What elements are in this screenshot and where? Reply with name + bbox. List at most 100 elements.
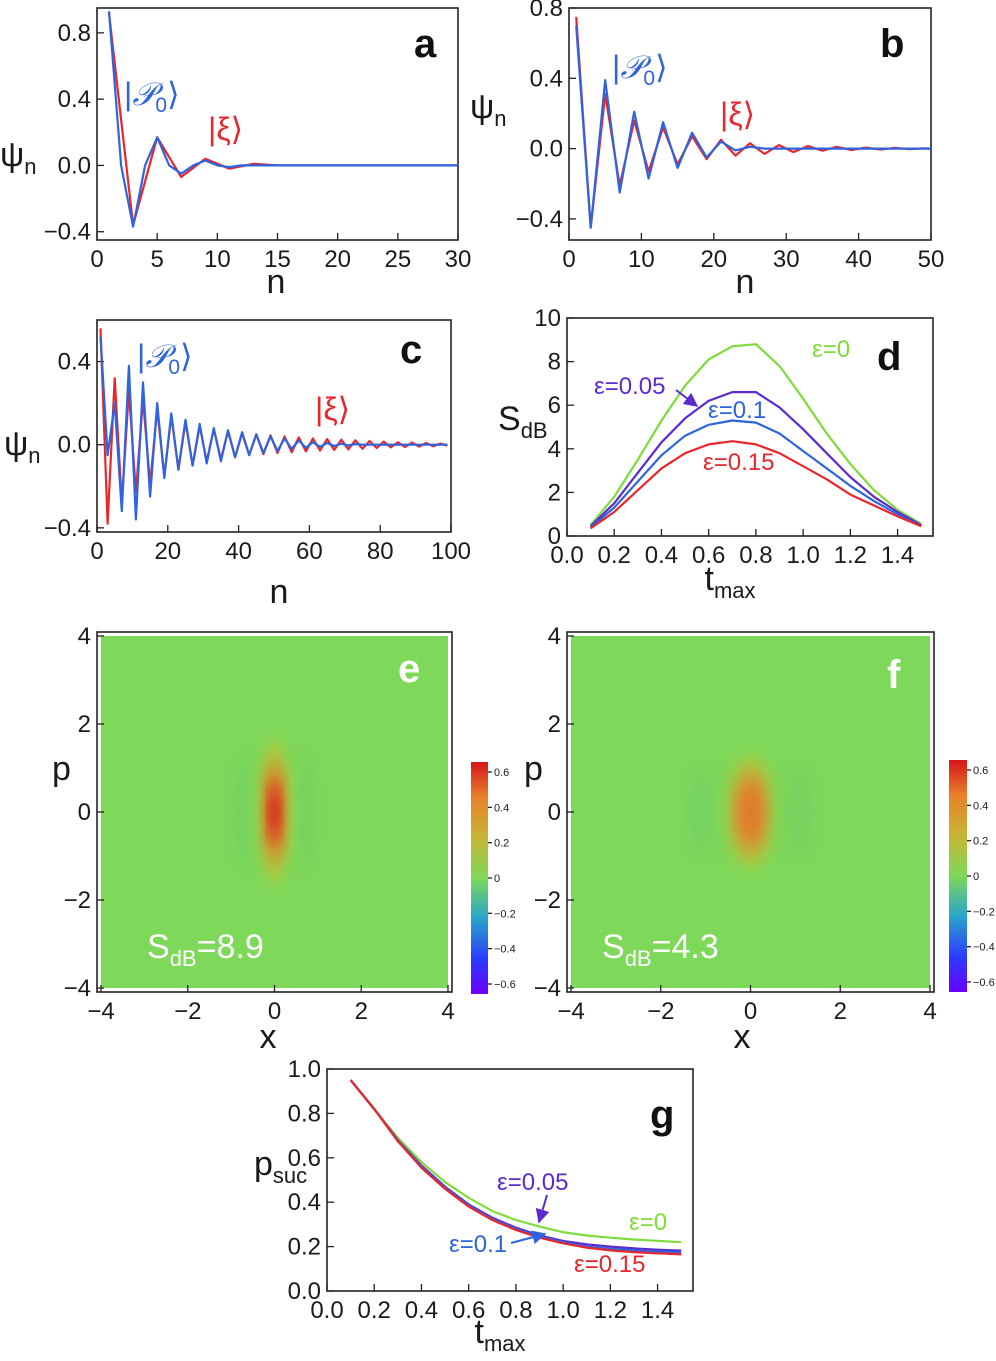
series-label-eps-0.15: ε=0.15 [703,449,774,476]
tick-group: 0.0 0.2 0.4 0.6 0.8 1.0 1.2 1.4 0.0 0.2 0.4 0.6 0.8 1… [288,1056,675,1324]
series-line-0.15 [349,1079,682,1256]
x-tick-label: 0 [90,246,103,273]
x-tick-label: 0.4 [405,1297,438,1324]
x-tick-label: −2 [174,998,201,1025]
panel-letter-g: g [650,1093,674,1137]
x-tick-label: 0.6 [452,1297,485,1324]
y-tick-label: 4 [548,623,561,650]
x-axis-label: n [736,263,755,301]
ket-angle: ⟩ [231,111,243,147]
x-tick-label: 10 [204,246,231,273]
x-tick-label: 4 [923,998,936,1025]
ket-angle: ⟩ [180,338,192,374]
series-group [99,328,448,525]
y-tick-label: 0 [548,799,561,826]
colorbar-ticks: 0.6 0.4 0.2 0 −0.2 −0.4 −0.6 [488,767,516,991]
y-tick-label: −2 [64,887,91,914]
y-tick-label: 0 [78,799,91,826]
y-axis-label: ψn [0,136,37,179]
panel-letter-f: f [887,653,901,697]
x-tick-label: 1.0 [786,542,819,569]
ket-bar: | [124,76,132,112]
series-label-eps-0: ε=0 [629,1209,667,1236]
x-axis-subscript: max [484,1331,526,1356]
x-tick-label: 0.8 [739,542,772,569]
y-tick-label: 0 [548,523,561,550]
y-tick-label: 10 [534,305,561,332]
plot-frame [566,317,934,537]
legend-label-P0: |𝒫0⟩ [124,76,180,117]
colorbar-tick-label: −0.4 [973,942,995,954]
wigner-ripple [297,752,317,872]
y-tick-label: 0.8 [58,20,91,47]
y-tick-label: 4 [78,623,91,650]
y-tick-label: 0.0 [288,1278,321,1305]
colorbar-tick-label: −0.6 [494,979,516,991]
colorbar-tick-label: −0.2 [494,908,516,920]
panel-letter-e: e [398,647,420,691]
x-tick-label: −4 [87,998,114,1025]
ket-angle: ⟩ [655,49,667,85]
panel-b: 0 10 20 30 40 50−0.40.00.40.8 b n ψn |𝒫0⟩ |ξ⟩ [470,0,944,301]
x-axis-label: x [734,1018,751,1056]
x-tick-label: −4 [557,998,584,1025]
annotation-arrow [535,1194,550,1224]
y-tick-label: 0.8 [530,0,563,22]
tick-group: 0 10 20 30 40 50 −0.4 0.0 0.4 0.8 [516,0,945,273]
colorbar-tick-label: 0.4 [973,800,988,812]
wigner-ripple [687,765,716,859]
x-tick-label: 0 [744,998,757,1025]
series-group [107,11,458,228]
y-tick-label: 0.0 [58,432,91,459]
tick-group: −4 −2 0 2 4 −4 −2 0 2 4 [64,623,455,1025]
ket-bar: | [612,49,620,85]
x-tick-label: 0.0 [310,1297,343,1324]
x-axis-symbol: t [704,560,714,598]
series-line- [107,12,458,227]
x-tick-label: 80 [367,538,394,565]
x-tick-label: 2 [355,998,368,1025]
legend-label-P0: |𝒫0⟩ [612,49,668,90]
series-line-0 [99,336,448,521]
annotation-arrow [510,1230,547,1244]
legend-label-P0: |𝒫0⟩ [137,338,193,379]
x-axis-symbol: t [474,1313,484,1351]
series-label-eps-0.05: ε=0.05 [497,1169,568,1196]
ket-angle: ⟩ [743,96,755,132]
y-tick-label: 8 [548,349,561,376]
legend-label-xi: |ξ⟩ [315,391,350,427]
y-axis-label: p [524,750,543,788]
y-axis-symbol: ψ [0,136,24,174]
y-tick-label: 0.4 [58,349,91,376]
panel-letter-b: b [880,22,904,66]
panel-a: 0 5 10 15 20 25 30−0.40.00.40.8 a n ψn |𝒫0⟩ |ξ… [0,7,471,301]
y-axis-symbol: ψ [4,425,28,463]
series-line-0.15 [589,440,922,530]
ket-angle: ⟩ [338,391,350,427]
y-tick-label: 4 [548,436,561,463]
series-line-0 [589,343,922,526]
x-tick-label: 20 [324,246,351,273]
x-tick-label: 1.0 [546,1297,579,1324]
y-axis-subscript: n [24,154,36,179]
legend-label-xi: |ξ⟩ [208,111,243,147]
tick-group: 0.0 0.2 0.4 0.6 0.8 1.0 1.2 1.4 0 2 4 6 8 10 [534,305,914,569]
ket-symbol: ξ [216,111,230,147]
series-line-0 [349,1079,682,1244]
series-line-0.05 [589,391,922,527]
panel-letter-c: c [400,328,422,372]
annotation-value: =4.3 [652,928,719,966]
x-tick-label: 0 [562,246,575,273]
y-axis-label: ψn [470,88,507,131]
y-tick-label: 1.0 [288,1056,321,1083]
colorbar: 0.6 0.4 0.2 0 −0.2 −0.4 −0.6 [471,762,516,994]
x-tick-label: 0.6 [692,542,725,569]
ket-symbol: ξ [728,96,742,132]
x-tick-label: 0.4 [645,542,678,569]
plot-frame [326,1068,694,1292]
y-axis-label: psuc [254,1145,307,1188]
panel-c: 0 20 40 60 80 100−0.40.00.4 c n ψn |𝒫0⟩ |ξ⟩ [4,319,471,611]
series-group [349,1079,682,1256]
x-tick-label: 0 [268,998,281,1025]
